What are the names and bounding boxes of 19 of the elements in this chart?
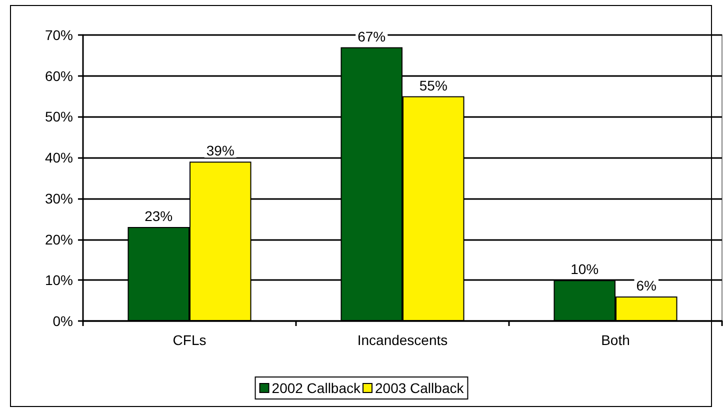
x-tick-label: Both [601,332,630,348]
y-tick-label: 70% [44,27,73,43]
y-tick-label: 10% [44,272,73,288]
y-tick-label: 60% [44,68,73,84]
y-tick-label: 30% [44,190,73,206]
legend-label: 2002 Callback [272,380,362,396]
data-label: 23% [144,208,173,224]
y-tick-label: 50% [44,108,73,125]
x-tick-label: CFLs [172,332,206,348]
x-tick-label: Incandescents [357,332,448,348]
data-label: 67% [358,28,386,44]
data-label: 39% [206,142,234,159]
legend-label: 2003 Callback [375,380,465,396]
y-tick-label: 20% [44,231,73,248]
data-label: 10% [570,261,599,278]
data-label: 55% [419,77,448,94]
y-tick-label: 40% [44,150,73,166]
data-label: 6% [636,277,656,294]
y-tick-label: 0% [52,313,73,329]
